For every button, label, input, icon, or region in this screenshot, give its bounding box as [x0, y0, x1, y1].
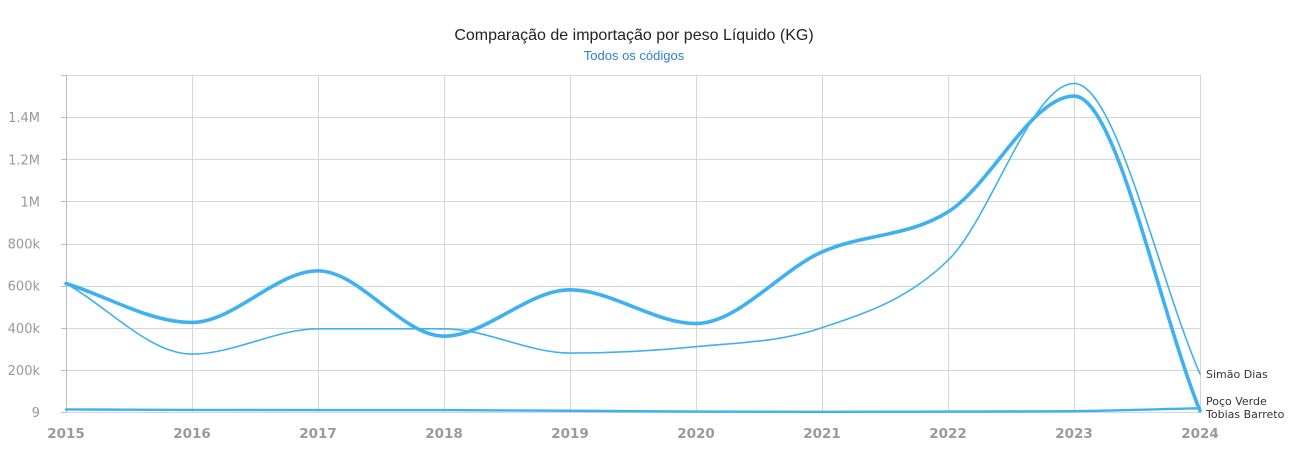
- y-tick-label: 1M: [21, 195, 41, 210]
- x-tick-label: 2017: [299, 426, 337, 442]
- x-tick-label: 2016: [173, 426, 211, 442]
- x-tick-label: 2022: [929, 426, 967, 442]
- grid: [61, 75, 1201, 413]
- chart-subtitle: Todos os códigos: [584, 48, 685, 63]
- y-axis-ticks: 9 200k 400k 600k 800k 1M 1.2M 1.4M: [8, 111, 41, 421]
- y-tick-label: 400k: [8, 322, 41, 337]
- x-tick-label: 2020: [677, 426, 715, 442]
- x-tick-label: 2018: [425, 426, 463, 442]
- x-tick-label: 2023: [1055, 426, 1093, 442]
- x-axis-ticks: 2015 2016 2017 2018 2019 2020 2021 2022 2023 2024: [47, 426, 1219, 442]
- y-tick-label: 9: [32, 406, 40, 421]
- series-line-tobias-barreto: [64, 94, 1202, 413]
- series-lines: [64, 82, 1202, 413]
- series-line-poco-verde: [64, 407, 1202, 413]
- y-tick-label: 1.4M: [8, 111, 40, 126]
- series-label-poco-verde: Poço Verde: [1206, 395, 1267, 408]
- chart-title: Comparação de importação por peso Líquid…: [454, 27, 813, 44]
- series-label-tobias-barreto: Tobias Barreto: [1205, 408, 1285, 421]
- y-tick-label: 800k: [8, 238, 41, 253]
- series-line-simao-dias: [65, 82, 1201, 375]
- x-tick-label: 2019: [551, 426, 589, 442]
- series-label-simao-dias: Simão Dias: [1206, 368, 1268, 381]
- y-tick-label: 1.2M: [8, 153, 40, 168]
- y-tick-label: 600k: [8, 280, 41, 295]
- x-tick-label: 2021: [803, 426, 841, 442]
- x-tick-label: 2024: [1181, 426, 1219, 442]
- x-tick-label: 2015: [47, 426, 85, 442]
- y-tick-label: 200k: [8, 364, 41, 379]
